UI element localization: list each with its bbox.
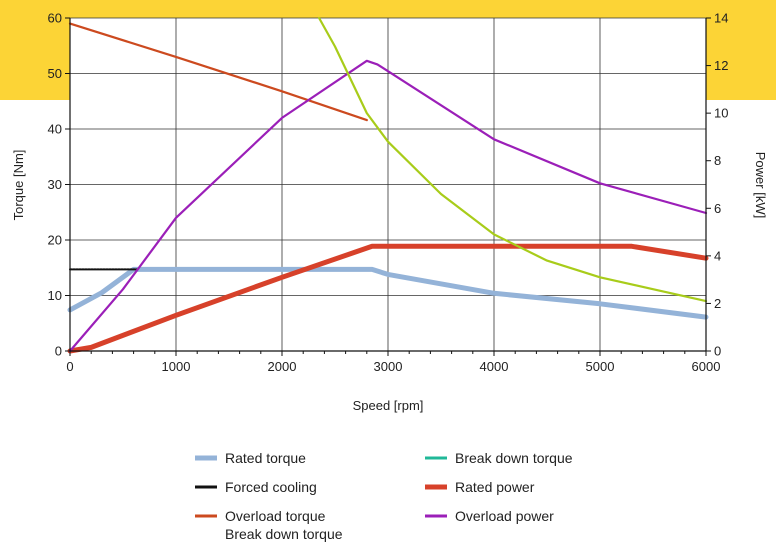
y-left-tick-label: 30 [48, 177, 62, 192]
y-axis-right-label: Power [kW] [753, 152, 768, 218]
series-line-2 [68, 22, 368, 122]
y-right-tick-label: 12 [714, 58, 728, 73]
x-tick-label: 2000 [268, 359, 297, 374]
legend-label-4: Overload torque [225, 508, 326, 524]
y-right-tick-label: 2 [714, 296, 721, 311]
legend-label-3: Rated power [455, 479, 535, 495]
y-left-tick-label: 60 [48, 11, 62, 26]
y-right-tick-label: 8 [714, 153, 721, 168]
x-axis-label: Speed [rpm] [353, 398, 424, 413]
series-line-6 [318, 16, 708, 303]
legend-label-1: Break down torque [455, 450, 573, 466]
legend-label-5: Overload power [455, 508, 554, 524]
x-tick-label: 1000 [162, 359, 191, 374]
y-right-tick-label: 6 [714, 201, 721, 216]
x-tick-label: 4000 [480, 359, 509, 374]
y-left-tick-label: 10 [48, 288, 62, 303]
axes: 0 1000 2000 3000 4000 5000 6000010203040506002… [48, 11, 729, 375]
y-left-tick-label: 20 [48, 233, 62, 248]
legend-label-6: Break down torque [225, 526, 343, 542]
series-line-4 [67, 243, 709, 354]
y-left-tick-label: 40 [48, 122, 62, 137]
series-lines [67, 16, 709, 354]
x-tick-label: 3000 [374, 359, 403, 374]
y-right-tick-label: 14 [714, 11, 728, 26]
x-tick-label: 5000 [586, 359, 615, 374]
x-tick-label: 0 [66, 359, 73, 374]
y-left-tick-label: 50 [48, 66, 62, 81]
y-axis-left-label: Torque [Nm] [11, 150, 26, 221]
legend-label-0: Rated torque [225, 450, 306, 466]
y-right-tick-label: 10 [714, 106, 728, 121]
y-left-tick-label: 0 [55, 344, 62, 359]
series-line-5 [68, 59, 708, 353]
series-line-0 [67, 266, 709, 320]
x-tick-label: 6000 [692, 359, 721, 374]
y-right-tick-label: 4 [714, 248, 721, 263]
y-right-tick-label: 0 [714, 344, 721, 359]
legend-label-2: Forced cooling [225, 479, 317, 495]
legend: Rated torque Break down torque Forced cool… [195, 450, 573, 542]
